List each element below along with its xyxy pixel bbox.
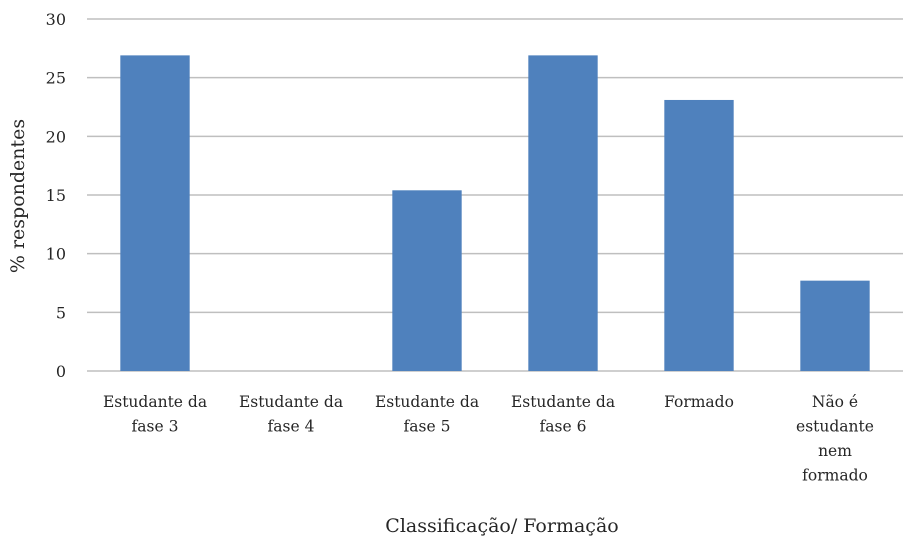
bar	[120, 55, 190, 372]
x-category-label-line: Não é	[812, 393, 858, 411]
x-category-label: Formado	[664, 393, 734, 411]
x-category-label-line: fase 5	[404, 418, 451, 436]
x-axis-title: Classificação/ Formação	[385, 515, 618, 537]
x-category-label: Estudante da fase 5	[375, 393, 479, 436]
x-category-label: Não é estudante nem formado	[796, 393, 874, 485]
x-category-label-line: fase 4	[268, 418, 315, 436]
x-category-label-line: formado	[802, 467, 868, 485]
x-category-label-line: Formado	[664, 393, 734, 411]
bar	[664, 99, 734, 372]
y-tick-label: 10	[46, 245, 66, 264]
x-category-label-line: Estudante da	[239, 393, 343, 411]
x-category-label: Estudante da fase 3	[103, 393, 207, 436]
bar	[528, 55, 598, 372]
x-category-label-line: Estudante da	[103, 393, 207, 411]
y-tick-label: 20	[46, 127, 66, 146]
x-category-label: Estudante da fase 6	[511, 393, 615, 436]
y-tick-label: 15	[46, 186, 66, 205]
y-axis-ticks: 0 5 10 15 20 25 30	[46, 10, 66, 381]
y-tick-label: 5	[56, 303, 66, 322]
x-category-label-line: fase 6	[540, 418, 587, 436]
bar	[392, 190, 462, 371]
x-category-label-line: Estudante da	[511, 393, 615, 411]
x-category-label-line: estudante	[796, 418, 874, 436]
y-tick-label: 0	[56, 362, 66, 381]
gridlines	[87, 18, 903, 372]
bars	[120, 55, 870, 372]
x-category-label-line: fase 3	[132, 418, 179, 436]
x-category-label: Estudante da fase 4	[239, 393, 343, 436]
bar	[800, 280, 870, 371]
x-category-label-line: nem	[818, 442, 852, 460]
y-tick-label: 25	[46, 69, 66, 88]
x-category-label-line: Estudante da	[375, 393, 479, 411]
y-tick-label: 30	[46, 10, 66, 29]
y-axis-title: % respondentes	[7, 119, 29, 273]
